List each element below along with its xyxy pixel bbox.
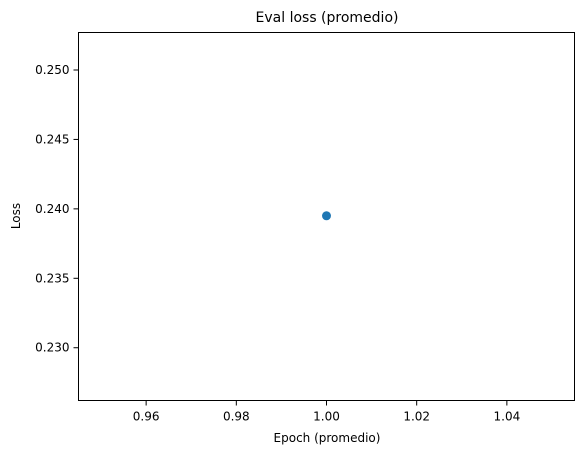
y-tick-label: 0.240 <box>35 202 69 216</box>
data-point <box>322 211 331 221</box>
y-tick-label: 0.230 <box>35 341 69 355</box>
x-tick-label: 1.02 <box>403 410 430 424</box>
x-axis-label: Epoch (promedio) <box>274 431 381 445</box>
chart-title: Eval loss (promedio) <box>256 10 399 26</box>
x-tick-label: 0.98 <box>223 410 250 424</box>
y-tick-label: 0.245 <box>35 132 69 146</box>
x-tick-label: 0.96 <box>133 410 160 424</box>
x-axis-ticks: 0.96 0.98 1.00 1.02 1.04 <box>133 400 521 424</box>
y-axis-ticks: 0.230 0.235 0.240 0.245 0.250 <box>35 63 79 355</box>
y-axis-label: Loss <box>9 203 23 229</box>
x-tick-label: 1.04 <box>494 410 521 424</box>
y-tick-label: 0.250 <box>35 63 69 77</box>
y-tick-label: 0.235 <box>35 271 69 285</box>
data-points <box>322 211 331 221</box>
x-tick-label: 1.00 <box>313 410 340 424</box>
